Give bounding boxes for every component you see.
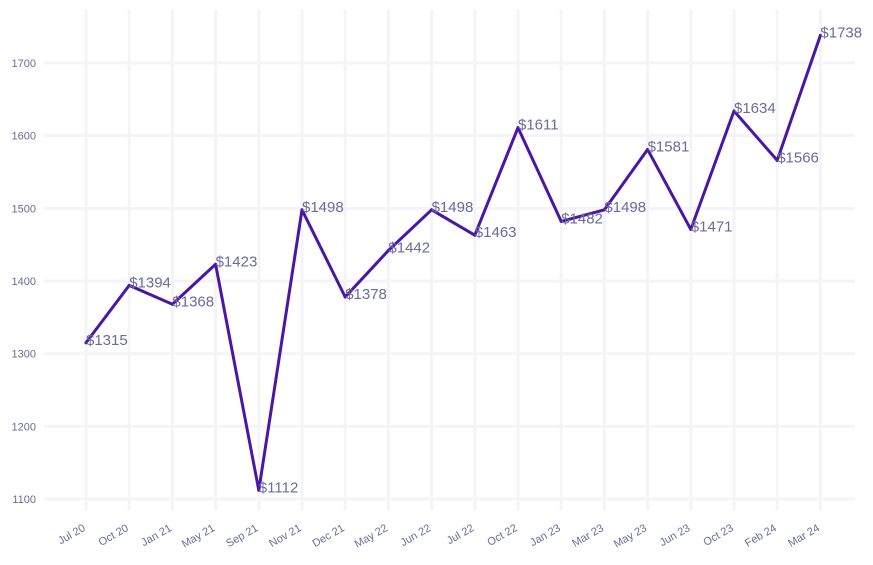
data-label: $1581 bbox=[648, 138, 690, 155]
x-tick-label: Oct 22 bbox=[485, 522, 519, 549]
data-point bbox=[516, 126, 520, 130]
y-tick-label: 1500 bbox=[12, 203, 36, 215]
data-label: $1442 bbox=[388, 239, 430, 256]
x-tick-label: Jul 20 bbox=[56, 522, 87, 547]
x-tick-label: Oct 23 bbox=[701, 522, 735, 549]
data-point bbox=[386, 248, 390, 252]
data-label: $1738 bbox=[820, 24, 862, 41]
data-label: $1463 bbox=[475, 224, 517, 241]
x-tick-label: May 21 bbox=[180, 522, 217, 550]
data-point bbox=[300, 208, 304, 212]
y-tick-label: 1300 bbox=[12, 349, 36, 361]
data-point bbox=[689, 227, 693, 231]
data-point bbox=[343, 295, 347, 299]
data-label: $1471 bbox=[691, 218, 733, 235]
data-point bbox=[732, 109, 736, 113]
data-label: $1498 bbox=[302, 199, 344, 216]
data-label: $1498 bbox=[432, 199, 474, 216]
x-tick-label: Mar 24 bbox=[786, 522, 822, 550]
data-label: $1566 bbox=[777, 149, 819, 166]
data-point bbox=[170, 302, 174, 306]
y-axis: 1100 1200 1300 1400 1500 1600 1700 bbox=[12, 58, 36, 506]
x-tick-label: Jan 23 bbox=[528, 522, 563, 549]
data-label: $1611 bbox=[518, 117, 559, 134]
data-point bbox=[127, 283, 131, 287]
y-tick-label: 1700 bbox=[12, 58, 36, 70]
data-label: $1634 bbox=[734, 100, 776, 117]
x-tick-label: Dec 21 bbox=[311, 522, 347, 550]
y-tick-label: 1200 bbox=[12, 421, 36, 433]
data-label: $1482 bbox=[561, 210, 603, 227]
data-label: $1368 bbox=[172, 293, 214, 310]
data-point bbox=[84, 341, 88, 345]
data-label: $1498 bbox=[604, 199, 646, 216]
x-tick-label: Jan 21 bbox=[139, 522, 174, 549]
data-label: $1378 bbox=[345, 286, 387, 303]
data-label: $1394 bbox=[129, 274, 171, 291]
data-point bbox=[775, 158, 779, 162]
series-line bbox=[84, 33, 822, 492]
data-point bbox=[646, 147, 650, 151]
data-label: $1315 bbox=[86, 332, 128, 349]
data-labels: $1315 $1394$1368 $1423 $1112 $1498 $1378 $1442… bbox=[86, 24, 862, 496]
x-tick-label: Sep 21 bbox=[224, 522, 260, 550]
x-tick-label: Nov 21 bbox=[267, 522, 303, 550]
x-tick-label: Mar 23 bbox=[570, 522, 606, 550]
x-tick-label: Oct 20 bbox=[97, 522, 131, 549]
data-label: $1423 bbox=[216, 253, 258, 270]
data-point bbox=[559, 219, 563, 223]
data-point bbox=[473, 233, 477, 237]
data-point bbox=[214, 262, 218, 266]
x-tick-label: Jun 23 bbox=[658, 522, 693, 549]
data-point bbox=[818, 33, 822, 37]
grid bbox=[44, 10, 855, 510]
x-tick-label: Jul 22 bbox=[445, 522, 476, 547]
y-tick-label: 1600 bbox=[12, 131, 36, 143]
x-tick-label: Jun 22 bbox=[398, 522, 433, 549]
data-point bbox=[430, 208, 434, 212]
data-label: $1112 bbox=[259, 479, 299, 496]
x-tick-label: Feb 24 bbox=[743, 522, 779, 550]
x-tick-label: May 22 bbox=[353, 522, 390, 550]
y-tick-label: 1100 bbox=[12, 494, 36, 506]
data-point bbox=[257, 488, 261, 492]
data-point bbox=[602, 208, 606, 212]
series bbox=[84, 33, 822, 492]
x-axis: Jul 20 Oct 20 Jan 21 May 21 Sep 21 Nov 21 Dec … bbox=[56, 522, 822, 550]
x-tick-label: May 23 bbox=[612, 522, 649, 550]
y-tick-label: 1400 bbox=[12, 276, 36, 288]
